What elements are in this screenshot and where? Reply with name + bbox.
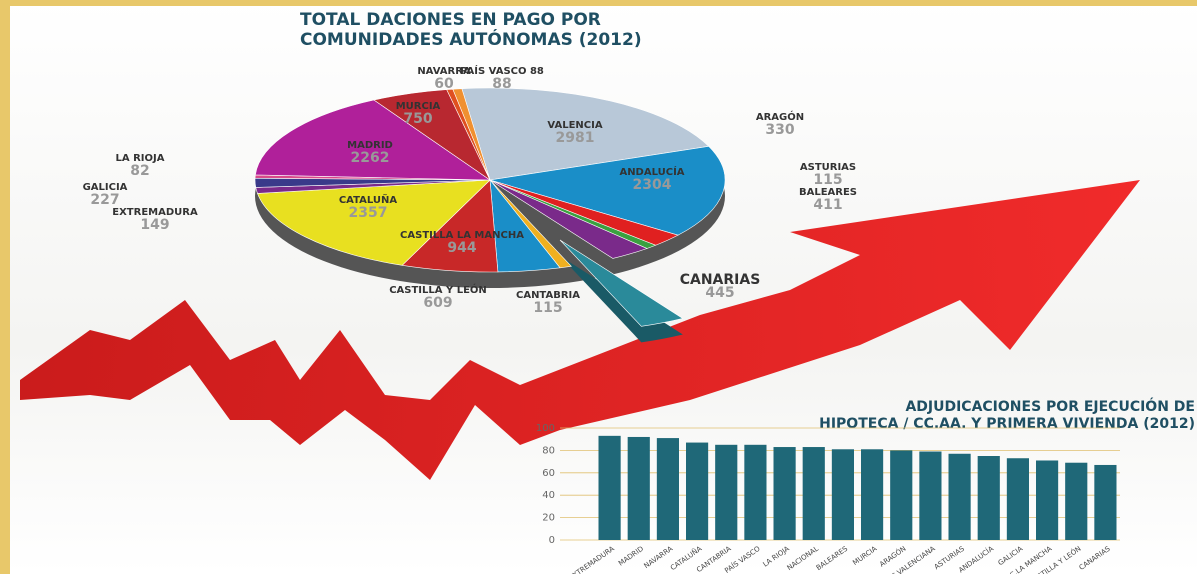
pie-value: 149 — [140, 217, 169, 233]
pie-title: COMUNIDADES AUTÓNOMAS (2012) — [300, 28, 642, 50]
y-tick-label: 80 — [542, 445, 555, 456]
infographic: TOTAL DACIONES EN PAGO POR COMUNIDADES A… — [0, 0, 1197, 574]
y-tick-label: 100 — [536, 423, 555, 434]
bar — [978, 456, 1000, 540]
bar — [1094, 465, 1116, 540]
bar — [919, 452, 941, 540]
y-tick-label: 0 — [549, 535, 555, 546]
pie-value: 2304 — [633, 177, 672, 193]
y-tick-label: 20 — [542, 513, 555, 524]
bar-title: ADJUDICACIONES POR EJECUCIÓN DE — [905, 397, 1195, 415]
pie-value: 82 — [130, 163, 149, 179]
bar-title: HIPOTECA / CC.AA. Y PRIMERA VIVIENDA (20… — [819, 416, 1195, 432]
bar — [803, 447, 825, 540]
bar — [1036, 460, 1058, 540]
frame — [0, 0, 10, 574]
bar — [686, 443, 708, 540]
pie-value: 2262 — [351, 150, 390, 166]
bar — [949, 454, 971, 540]
bar — [715, 445, 737, 540]
y-tick-label: 60 — [542, 468, 555, 479]
bar — [832, 449, 854, 540]
pie-value: 609 — [423, 295, 452, 311]
pie-value: 115 — [813, 172, 842, 188]
bar — [628, 437, 650, 540]
pie-value: 227 — [90, 192, 119, 208]
bar — [599, 436, 621, 540]
pie-value: 2357 — [349, 205, 388, 221]
pie-value: 750 — [403, 111, 432, 127]
pie-value: 88 — [492, 76, 511, 92]
bar — [657, 438, 679, 540]
pie-value: 944 — [447, 240, 476, 256]
bar — [774, 447, 796, 540]
pie-value: 330 — [765, 122, 794, 138]
bar — [744, 445, 766, 540]
pie-value: 60 — [434, 76, 454, 92]
pie-title: TOTAL DACIONES EN PAGO POR — [300, 10, 601, 30]
bar — [1007, 458, 1029, 540]
pie-value: 2981 — [556, 130, 595, 146]
pie-value: 115 — [533, 300, 562, 316]
frame — [0, 0, 1197, 6]
bar — [1065, 463, 1087, 540]
pie-value: 411 — [813, 197, 842, 213]
y-tick-label: 40 — [542, 490, 555, 501]
pie-value: 445 — [705, 285, 734, 301]
bar — [890, 450, 912, 540]
bar — [861, 449, 883, 540]
